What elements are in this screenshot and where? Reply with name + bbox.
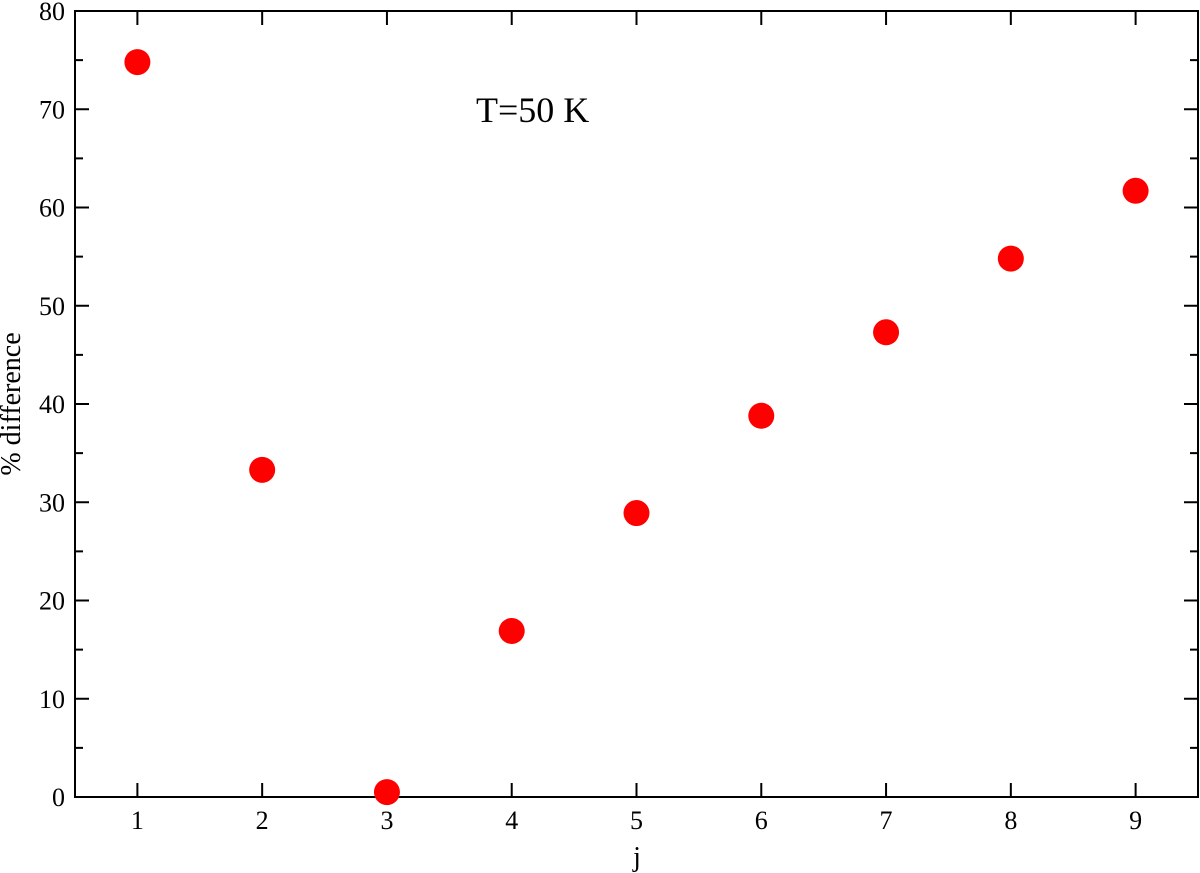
data-point [498,617,525,644]
data-points [124,49,1149,806]
x-axis-label: j [632,842,641,873]
data-point [873,319,900,346]
data-point [748,402,775,429]
x-tick-label: 3 [380,806,393,835]
y-tick-label: 40 [39,390,65,419]
x-tick-label: 8 [1004,806,1017,835]
y-tick-label: 70 [39,95,65,124]
x-tick-label: 2 [256,806,269,835]
y-tick-label: 80 [39,0,65,26]
x-tick-label: 7 [880,806,893,835]
y-tick-label: 60 [39,194,65,223]
y-tick-label: 20 [39,587,65,616]
data-point [249,456,276,483]
y-tick-label: 50 [39,292,65,321]
data-point [124,49,151,76]
data-point [997,245,1024,272]
temperature-annotation: T=50 K [476,90,589,130]
x-tick-label: 9 [1129,806,1142,835]
x-tick-label: 1 [131,806,144,835]
data-point [373,779,400,806]
y-axis-label: % difference [0,332,27,475]
y-tick-label: 0 [52,783,65,812]
x-tick-label: 6 [755,806,768,835]
x-tick-label: 4 [505,806,518,835]
data-point [623,500,650,527]
axis-ticks [75,10,1198,798]
plot-frame [74,10,1199,798]
y-tick-label: 30 [39,488,65,517]
data-point [1122,177,1149,204]
x-tick-label: 5 [630,806,643,835]
y-tick-label: 10 [39,685,65,714]
tick-labels: 1 2 3 4 5 6 7 8 9 0 10 20 30 40 50 60 70 80 [39,0,1142,835]
